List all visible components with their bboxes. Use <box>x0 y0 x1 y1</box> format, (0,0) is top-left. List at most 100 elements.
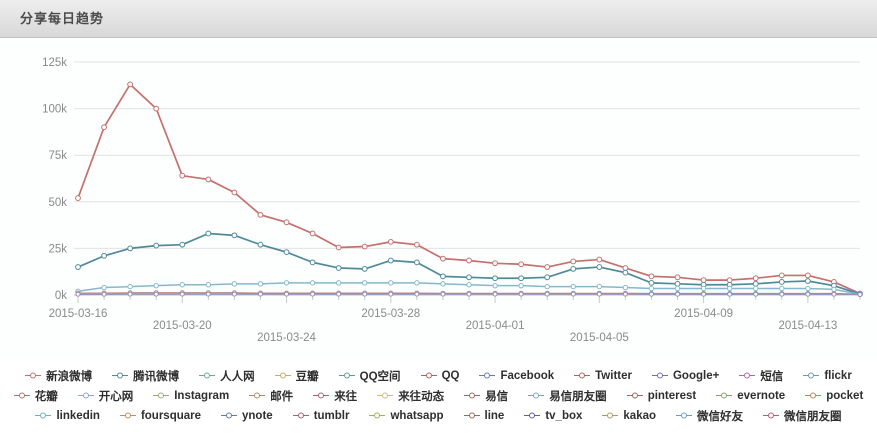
y-axis-tick-label: 50k <box>48 197 67 209</box>
legend-item-开心网[interactable]: 开心网 <box>77 388 133 404</box>
y-axis-tick-label: 25k <box>48 243 67 255</box>
legend-item-微信朋友圈[interactable]: 微信朋友圈 <box>763 408 842 424</box>
legend-item-whatsapp[interactable]: whatsapp <box>369 410 444 422</box>
data-point-marker <box>205 282 212 288</box>
data-point-marker <box>231 189 238 196</box>
data-point-marker <box>674 274 681 281</box>
chart-legend: 新浪微博 腾讯微博 人人网 豆瓣 QQ空间 QQ Facebook Twitter Google… <box>0 366 877 425</box>
y-axis-tick-label: 75k <box>48 150 67 162</box>
data-point-marker <box>257 291 263 297</box>
data-point-marker <box>831 286 837 293</box>
legend-item-ynote[interactable]: ynote <box>221 410 273 422</box>
data-point-marker <box>231 291 237 297</box>
legend-item-来往动态[interactable]: 来往动态 <box>377 388 444 404</box>
data-point-marker <box>179 291 185 297</box>
data-point-marker <box>414 291 420 297</box>
legend-item-line[interactable]: line <box>463 409 505 422</box>
data-point-marker <box>700 285 707 292</box>
x-axis-tick-label: 2015-03-16 <box>49 308 108 320</box>
legend-marker-icon <box>377 392 394 399</box>
data-point-marker <box>179 241 186 248</box>
legend-label: linkedin <box>56 409 100 422</box>
legend-label: QQ <box>441 369 460 382</box>
legend-item-kakao[interactable]: kakao <box>602 410 656 422</box>
legend-marker-icon <box>119 412 136 419</box>
data-point-marker <box>753 285 759 292</box>
legend-marker-icon <box>739 372 756 379</box>
data-point-marker <box>205 230 212 237</box>
legend-marker-icon <box>13 392 30 399</box>
legend-item-flickr[interactable]: flickr <box>803 370 852 382</box>
legend-item-pocket[interactable]: pocket <box>805 390 863 402</box>
legend-label: foursquare <box>140 409 202 422</box>
legend-item-linkedin[interactable]: linkedin <box>35 409 100 422</box>
legend-marker-icon <box>274 372 291 379</box>
data-point-marker <box>726 277 733 283</box>
legend-item-pinterest[interactable]: pinterest <box>626 389 697 402</box>
legend-row-2: 花瓣 开心网 Instagram 邮件 来往 来往动态 易信 易信朋友圈 pinterest ev… <box>13 386 863 405</box>
legend-item-微信好友[interactable]: 微信好友 <box>676 408 743 424</box>
legend-label: ynote <box>242 409 273 422</box>
data-point-marker <box>309 230 316 237</box>
panel-header: 分享每日趋势 <box>0 0 877 38</box>
data-point-marker <box>205 291 211 297</box>
data-point-marker <box>778 272 785 279</box>
data-point-marker <box>283 249 290 256</box>
legend-item-foursquare[interactable]: foursquare <box>119 409 202 422</box>
legend-marker-icon <box>292 412 309 419</box>
data-point-marker <box>492 275 498 282</box>
legend-item-Instagram[interactable]: Instagram <box>153 390 229 402</box>
data-point-marker <box>231 232 238 239</box>
data-point-marker <box>831 291 837 297</box>
legend-item-邮件[interactable]: 邮件 <box>249 388 293 404</box>
legend-item-腾讯微博[interactable]: 腾讯微博 <box>112 368 179 384</box>
legend-label: 来往动态 <box>398 390 445 403</box>
data-point-marker <box>596 283 603 290</box>
legend-item-短信[interactable]: 短信 <box>739 368 783 384</box>
legend-label: pinterest <box>647 389 697 402</box>
data-point-marker <box>674 285 681 292</box>
data-point-marker <box>518 282 524 289</box>
legend-label: flickr <box>824 369 852 382</box>
data-point-marker <box>466 282 472 288</box>
x-axis-tick-label: 2015-04-05 <box>570 332 629 344</box>
data-point-marker <box>127 81 134 88</box>
data-point-marker <box>257 211 264 218</box>
data-point-marker <box>701 291 707 297</box>
data-point-marker <box>492 282 498 289</box>
legend-marker-icon <box>420 372 437 379</box>
legend-item-Twitter[interactable]: Twitter <box>574 370 632 382</box>
legend-item-QQ[interactable]: QQ <box>420 369 460 382</box>
data-point-marker <box>309 280 316 286</box>
data-point-marker <box>518 261 525 268</box>
legend-item-人人网[interactable]: 人人网 <box>199 368 255 384</box>
legend-item-花瓣[interactable]: 花瓣 <box>13 388 58 404</box>
legend-item-来往[interactable]: 来往 <box>313 388 357 404</box>
y-axis-tick-label: 100k <box>42 104 67 116</box>
data-point-marker <box>153 282 159 289</box>
x-axis-tick-label: 2015-03-20 <box>153 320 212 332</box>
legend-label: pocket <box>826 389 864 402</box>
legend-item-易信朋友圈[interactable]: 易信朋友圈 <box>528 388 607 404</box>
legend-label: 短信 <box>760 370 784 383</box>
data-point-marker <box>466 291 472 297</box>
legend-item-tv_box[interactable]: tv_box <box>524 410 582 422</box>
legend-item-tumblr[interactable]: tumblr <box>292 409 350 422</box>
legend-item-豆瓣[interactable]: 豆瓣 <box>274 368 319 384</box>
legend-item-evernote[interactable]: evernote <box>716 390 785 402</box>
legend-item-易信[interactable]: 易信 <box>464 388 508 404</box>
data-point-marker <box>101 124 107 131</box>
data-point-marker <box>440 273 446 280</box>
data-point-marker <box>622 269 629 276</box>
legend-label: tumblr <box>313 409 350 422</box>
legend-label: line <box>484 409 505 422</box>
legend-item-Facebook[interactable]: Facebook <box>479 370 554 382</box>
data-point-marker <box>727 291 733 297</box>
legend-item-新浪微博[interactable]: 新浪微博 <box>25 368 92 384</box>
legend-item-Google+[interactable]: Google+ <box>651 370 719 382</box>
legend-item-QQ空间[interactable]: QQ空间 <box>338 368 401 384</box>
data-point-marker <box>779 285 785 292</box>
legend-marker-icon <box>464 392 481 399</box>
data-point-marker <box>804 272 811 279</box>
